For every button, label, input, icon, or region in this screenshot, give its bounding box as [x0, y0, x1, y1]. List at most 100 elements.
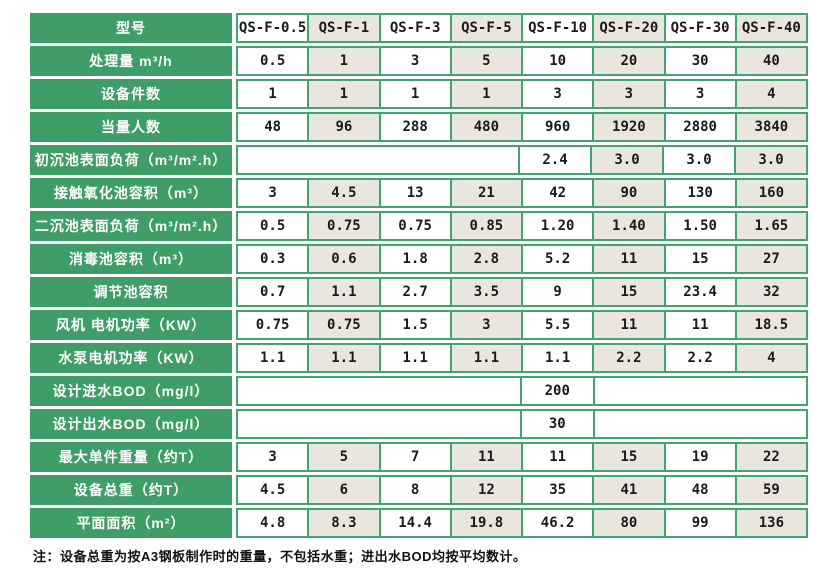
- data-cell: 3.5: [449, 277, 523, 307]
- data-cell: 3840: [734, 112, 808, 142]
- data-cell: 15: [592, 277, 666, 307]
- data-cell: 1.1: [236, 343, 310, 373]
- row-label: 消毒池容积（m³）: [30, 244, 232, 274]
- data-cell: 90: [592, 178, 666, 208]
- row-label: 接触氧化池容积（m³）: [30, 178, 232, 208]
- empty-cell: [236, 145, 520, 175]
- data-cell: 5.2: [521, 244, 595, 274]
- data-cell: 23.4: [663, 277, 737, 307]
- data-cell: 0.75: [307, 310, 381, 340]
- data-cell: 0.5: [236, 211, 310, 241]
- table-row: 当量人数 48 96 288 480 960 1920 2880 3840: [30, 112, 808, 142]
- data-cell: 3.0: [734, 145, 808, 175]
- data-cell: 1.65: [734, 211, 808, 241]
- data-cell: 2.8: [449, 244, 523, 274]
- data-cell: 1: [307, 79, 381, 109]
- data-cell: 4: [734, 79, 808, 109]
- data-cell: 0.6: [307, 244, 381, 274]
- table-row: 平面面积（m²） 4.8 8.3 14.4 19.8 46.2 80 99 136: [30, 508, 808, 538]
- table-row: 设计出水BOD（mg/l） 30: [30, 409, 808, 439]
- data-cell: 1.40: [592, 211, 666, 241]
- data-cell: 1.1: [307, 277, 381, 307]
- column-header: QS-F-3: [378, 13, 452, 43]
- data-cell: 0.7: [236, 277, 310, 307]
- data-cell: 12: [449, 475, 523, 505]
- data-cell: 10: [521, 46, 595, 76]
- data-cell: 1.20: [521, 211, 595, 241]
- column-header: QS-F-0.5: [236, 13, 310, 43]
- row-label: 水泵电机功率（KW）: [30, 343, 232, 373]
- data-cell: 5: [307, 442, 381, 472]
- data-cell: 130: [663, 178, 737, 208]
- data-cell: 18.5: [734, 310, 808, 340]
- data-cell: 0.75: [378, 211, 452, 241]
- data-cell: 48: [663, 475, 737, 505]
- row-label: 处理量 m³/h: [30, 46, 232, 76]
- table-row: 风机 电机功率（KW） 0.75 0.75 1.5 3 5.5 11 11 18.5: [30, 310, 808, 340]
- data-cell: 7: [378, 442, 452, 472]
- data-cell: 3: [236, 178, 310, 208]
- table-row: 水泵电机功率（KW） 1.1 1.1 1.1 1.1 1.1 2.2 2.2 4: [30, 343, 808, 373]
- row-label: 风机 电机功率（KW）: [30, 310, 232, 340]
- data-cell: 14.4: [378, 508, 452, 538]
- table-row: 调节池容积 0.7 1.1 2.7 3.5 9 15 23.4 32: [30, 277, 808, 307]
- table-row: 设备件数 1 1 1 1 3 3 3 4: [30, 79, 808, 109]
- data-cell: 3: [449, 310, 523, 340]
- data-cell: 1.1: [378, 343, 452, 373]
- data-cell: 4.5: [307, 178, 381, 208]
- data-cell: 21: [449, 178, 523, 208]
- data-cell: 11: [663, 310, 737, 340]
- data-cell: 480: [449, 112, 523, 142]
- data-cell: 960: [521, 112, 595, 142]
- data-cell: 11: [521, 442, 595, 472]
- data-cell: 2.2: [663, 343, 737, 373]
- empty-cell: [592, 409, 808, 439]
- empty-cell: [592, 376, 808, 406]
- data-cell: 0.5: [236, 46, 310, 76]
- column-header: QS-F-1: [307, 13, 381, 43]
- empty-cell: [236, 409, 522, 439]
- data-cell: 1.8: [378, 244, 452, 274]
- data-cell: 1.50: [663, 211, 737, 241]
- data-cell: 5: [449, 46, 523, 76]
- row-label: 设计出水BOD（mg/l）: [30, 409, 232, 439]
- table-row: 初沉池表面负荷（m³/m².h） 2.4 3.0 3.0 3.0: [30, 145, 808, 175]
- row-label: 二沉池表面负荷（m³/m².h）: [30, 211, 232, 241]
- data-cell: 2.4: [518, 145, 592, 175]
- data-cell: 9: [521, 277, 595, 307]
- table-row: 接触氧化池容积（m³） 3 4.5 13 21 42 90 130 160: [30, 178, 808, 208]
- data-cell: 15: [663, 244, 737, 274]
- data-cell: 1.5: [378, 310, 452, 340]
- data-cell: 3: [521, 79, 595, 109]
- data-cell: 0.75: [307, 211, 381, 241]
- footnote: 注：设备总重为按A3钢板制作时的重量，不包括水重；进出水BOD均按平均数计。: [33, 549, 527, 564]
- data-cell: 96: [307, 112, 381, 142]
- data-cell: 11: [592, 310, 666, 340]
- data-cell: 99: [663, 508, 737, 538]
- data-cell: 2.2: [592, 343, 666, 373]
- table-row: 处理量 m³/h 0.5 1 3 5 10 20 30 40: [30, 46, 808, 76]
- table-row: 设计进水BOD（mg/l） 200: [30, 376, 808, 406]
- data-cell: 8: [378, 475, 452, 505]
- data-cell: 59: [734, 475, 808, 505]
- spec-table: 型号 QS-F-0.5 QS-F-1 QS-F-3 QS-F-5 QS-F-10 QS-F-…: [30, 13, 808, 541]
- data-cell: 5.5: [521, 310, 595, 340]
- data-cell: 136: [734, 508, 808, 538]
- data-cell: 4.8: [236, 508, 310, 538]
- row-label: 设备总重（约T）: [30, 475, 232, 505]
- column-header: QS-F-40: [734, 13, 808, 43]
- data-cell: 32: [734, 277, 808, 307]
- row-label: 设计进水BOD（mg/l）: [30, 376, 232, 406]
- data-cell: 11: [592, 244, 666, 274]
- data-cell: 42: [521, 178, 595, 208]
- column-header: QS-F-20: [592, 13, 666, 43]
- data-cell: 41: [592, 475, 666, 505]
- row-label: 设备件数: [30, 79, 232, 109]
- table-row: 消毒池容积（m³） 0.3 0.6 1.8 2.8 5.2 11 15 27: [30, 244, 808, 274]
- data-cell: 288: [378, 112, 452, 142]
- row-label: 调节池容积: [30, 277, 232, 307]
- model-header-label: 型号: [30, 13, 232, 43]
- data-cell: 27: [734, 244, 808, 274]
- data-cell: 1: [236, 79, 310, 109]
- data-cell: 3: [378, 46, 452, 76]
